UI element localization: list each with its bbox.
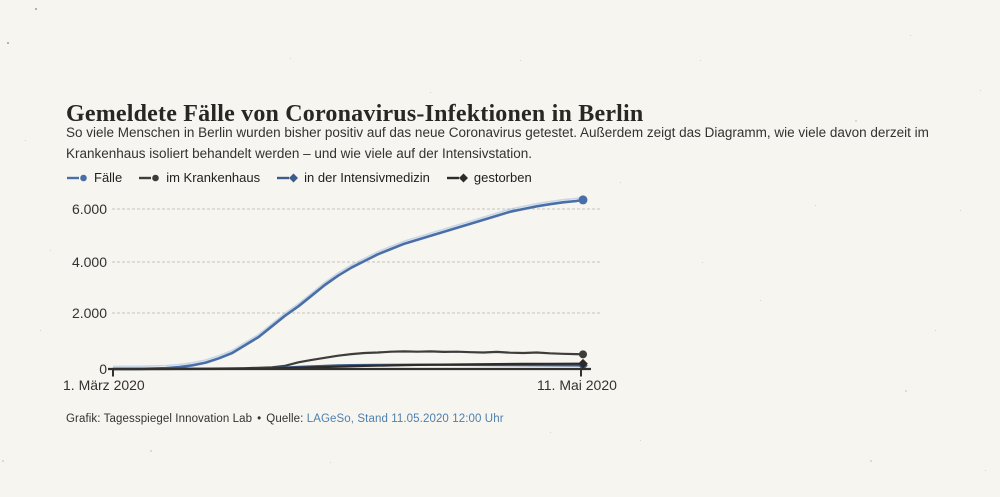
data-series	[111, 195, 588, 371]
series-line-intensivmedizin	[111, 363, 585, 371]
y-tick-0: 0	[99, 361, 107, 377]
legend-item-gestorben: gestorben	[446, 170, 532, 185]
series-endmarker-gestorben	[578, 358, 588, 369]
x-axis-start-label: 1. März 2020	[63, 377, 145, 393]
line-diamond-marker-icon	[446, 172, 468, 183]
chart-legend: Fälle im Krankenhaus in der Intensivmedi…	[66, 170, 532, 185]
legend-label-intensivmedizin: in der Intensivmedizin	[304, 170, 430, 185]
legend-label-gestorben: gestorben	[473, 170, 532, 185]
legend-label-im-krankenhaus: im Krankenhaus	[166, 170, 261, 185]
chart-title: Gemeldete Fälle von Coronavirus-Infektio…	[66, 101, 644, 128]
line-dot-marker-icon	[67, 174, 87, 181]
legend-item-intensivmedizin: in der Intensivmedizin	[276, 170, 430, 185]
line-dot-marker-icon	[139, 174, 159, 181]
gridlines	[112, 208, 602, 314]
series-endmarker-faelle	[578, 195, 588, 205]
x-axis-end-label: 11. Mai 2020	[537, 377, 617, 393]
legend-label-faelle: Fälle	[94, 170, 123, 185]
source-label: Quelle:	[266, 413, 304, 425]
series-line-im-krankenhaus	[111, 350, 585, 371]
y-tick-6000: 6.000	[71, 201, 107, 217]
y-tick-2000: 2.000	[71, 305, 107, 321]
series-endmarker-intensivmedizin	[578, 360, 588, 371]
credit-separator: •	[257, 413, 262, 425]
legend-item-im-krankenhaus: im Krankenhaus	[138, 170, 260, 185]
footer-credit-line: Grafik: Tagesspiegel Innovation Lab • Quel…	[66, 413, 504, 425]
subtitle-line-2: Krankenhaus isoliert behandelt werden – …	[66, 146, 533, 161]
chart-subtitle: So viele Menschen in Berlin wurden bishe…	[66, 122, 966, 164]
series-line-faelle	[111, 198, 585, 371]
legend-item-faelle: Fälle	[66, 170, 122, 185]
series-print-fuzz-faelle	[112, 196, 584, 368]
series-line-gestorben	[111, 362, 585, 371]
credit-text: Grafik: Tagesspiegel Innovation Lab	[66, 413, 253, 425]
subtitle-line-1: So viele Menschen in Berlin wurden bishe…	[66, 125, 929, 140]
source-link[interactable]: LAGeSo, Stand 11.05.2020 12:00 Uhr	[306, 413, 504, 425]
x-axis	[108, 367, 591, 377]
line-diamond-marker-icon	[277, 172, 299, 183]
series-endmarker-im-krankenhaus	[579, 350, 587, 359]
y-tick-4000: 4.000	[71, 254, 107, 270]
